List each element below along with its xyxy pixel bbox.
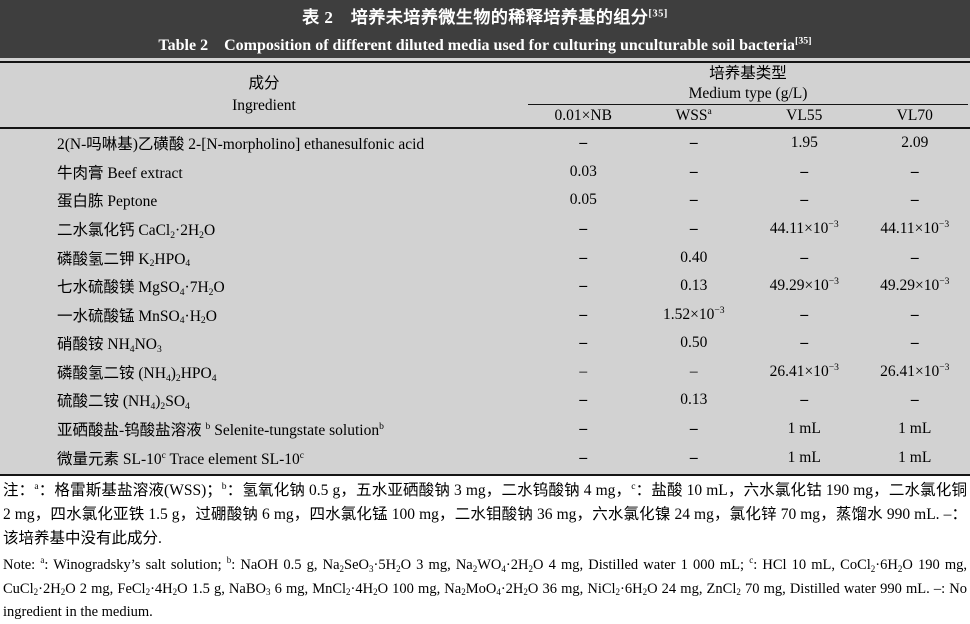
value-cell: – [800,248,809,266]
value-cell: 1 mL [898,420,932,438]
column-header-vl55: VL55 [786,107,823,124]
value-cell: – [910,305,919,323]
medium-type-group-zh: 培养基类型 [709,65,787,82]
value-cell: – [800,162,809,180]
column-header-nb: 0.01×NB [554,107,612,124]
table-caption: 表 2 培养未培养微生物的稀释培养基的组分[35] Table 2 Compos… [0,0,970,58]
value-cell: – [579,134,588,152]
table-row: 一水硫酸锰 MnSO4·H2O – 1.52×10−3 – – [0,300,970,329]
ingredient-name: 蛋白胨 Peptone [57,193,158,211]
value-cell: 0.13 [680,391,708,409]
value-cell: 1.52×10−3 [662,304,725,323]
value-cell: 2.09 [901,134,929,152]
value-cell: – [579,220,588,238]
value-cell: – [579,277,588,295]
value-cell: – [579,362,588,380]
table-row: 磷酸氢二铵 (NH4)2HPO4 – – 26.41×10−3 26.41×10−3 [0,358,970,387]
table-row: 硫酸二铵 (NH4)2SO4 – 0.13 – – [0,386,970,415]
table-header: 成分 Ingredient 培养基类型 Medium type (g/L) 0.… [0,63,970,129]
column-header-vl70: VL70 [896,107,933,124]
value-cell: – [910,391,919,409]
table-row: 二水氯化钙 CaCl2·2H2O – – 44.11×10−3 44.11×10−3 [0,215,970,244]
value-cell: – [910,334,919,352]
table-row: 微量元素 SL-10c Trace element SL-10c – – 1 mL 1 … [0,443,970,472]
value-cell: 1.95 [790,134,818,152]
value-cell: – [689,420,698,438]
table-row: 2(N-吗啉基)乙磺酸 2-[N-morpholino] ethanesulfo… [0,129,970,158]
table-body: 2(N-吗啉基)乙磺酸 2-[N-morpholino] ethanesulfo… [0,129,970,472]
ingredient-name: 磷酸氢二钾 K2HPO4 [57,250,191,270]
footnote-en: Note: a: Winogradsky’s salt solution; b:… [3,555,967,620]
value-cell: – [579,420,588,438]
table-caption-en: Table 2 Composition of different diluted… [158,35,812,54]
value-cell: 0.50 [680,334,708,352]
table-row: 磷酸氢二钾 K2HPO4 – 0.40 – – [0,243,970,272]
ingredient-name: 硝酸铵 NH4NO3 [57,336,162,356]
medium-type-group-header: 培养基类型 Medium type (g/L) [528,63,968,105]
value-cell: – [800,305,809,323]
medium-type-group-en: Medium type (g/L) [688,85,808,102]
value-cell: – [689,448,698,466]
value-cell: – [689,134,698,152]
ingredient-name: 牛肉膏 Beef extract [57,164,183,182]
value-cell: 44.11×10−3 [769,218,839,238]
value-cell: – [689,362,698,380]
footnote-zh: 注：a：格雷斯基盐溶液(WSS)；b：氢氧化钠 0.5 g，五水亚硒酸钠 3 m… [3,480,967,547]
value-cell: – [800,391,809,409]
table-row: 蛋白胨 Peptone 0.05 – – – [0,186,970,215]
value-cell: – [579,305,588,323]
table-top-rule [0,61,970,63]
value-cell: 1 mL [787,448,821,466]
ingredient-name: 硫酸二铵 (NH4)2SO4 [57,393,190,413]
value-cell: – [579,334,588,352]
value-cell: – [800,334,809,352]
value-cell: 0.03 [569,162,597,180]
value-cell: – [579,391,588,409]
table-row: 硝酸铵 NH4NO3 – 0.50 – – [0,329,970,358]
value-cell: 0.05 [569,191,597,209]
value-cell: – [800,191,809,209]
value-cell: 26.41×10−3 [769,361,839,380]
value-cell: 49.29×10−3 [769,276,839,295]
value-cell: – [579,248,588,266]
value-cell: – [910,248,919,266]
ingredient-name: 2(N-吗啉基)乙磺酸 2-[N-morpholino] ethanesulfo… [57,136,425,154]
medium-type-header: 培养基类型 Medium type (g/L) 0.01×NB WSSa VL5… [528,63,970,127]
value-cell: 49.29×10−3 [880,276,950,295]
value-cell: 44.11×10−3 [880,218,950,238]
ingredient-name: 磷酸氢二铵 (NH4)2HPO4 [57,364,217,384]
ingredient-name: 二水氯化钙 CaCl2·2H2O [57,222,216,241]
column-header-wss: WSSa [675,105,712,124]
footnotes: 注：a：格雷斯基盐溶液(WSS)；b：氢氧化钠 0.5 g，五水亚硒酸钠 3 m… [0,476,970,624]
value-cell: – [689,220,698,238]
ingredient-name: 一水硫酸锰 MnSO4·H2O [57,307,217,327]
ingredient-column-header: 成分 Ingredient [0,63,528,127]
table-row: 牛肉膏 Beef extract 0.03 – – – [0,158,970,187]
value-cell: 26.41×10−3 [880,361,950,380]
value-cell: – [689,162,698,180]
medium-column-headers: 0.01×NB WSSa VL55 VL70 [528,105,970,127]
value-cell: – [910,191,919,209]
table-caption-zh: 表 2 培养未培养微生物的稀释培养基的组分[35] [302,8,668,27]
value-cell: – [689,191,698,209]
value-cell: 0.40 [680,248,708,266]
value-cell: 1 mL [787,420,821,438]
table-row: 亚硒酸盐-钨酸盐溶液 b Selenite-tungstate solution… [0,415,970,444]
value-cell: – [579,448,588,466]
ingredient-header-zh: 成分 [248,75,280,92]
ingredient-name: 微量元素 SL-10c Trace element SL-10c [57,449,305,468]
value-cell: 1 mL [898,448,932,466]
ingredient-name: 七水硫酸镁 MgSO4·7H2O [57,279,225,298]
table-row: 七水硫酸镁 MgSO4·7H2O – 0.13 49.29×10−3 49.29×10−… [0,272,970,301]
value-cell: 0.13 [680,277,708,295]
value-cell: – [910,162,919,180]
ingredient-header-en: Ingredient [232,97,296,114]
media-composition-table: 成分 Ingredient 培养基类型 Medium type (g/L) 0.… [0,58,970,476]
ingredient-name: 亚硒酸盐-钨酸盐溶液 b Selenite-tungstate solution… [57,420,384,440]
